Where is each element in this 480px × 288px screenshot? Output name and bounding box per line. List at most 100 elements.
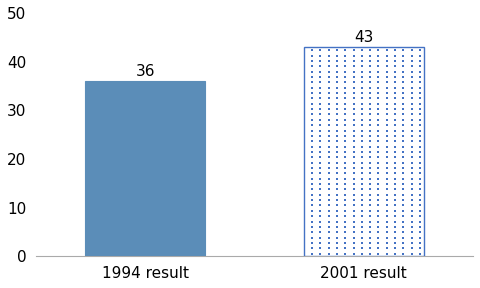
Point	[308, 101, 316, 106]
Point	[350, 80, 358, 85]
Point	[383, 69, 391, 74]
Point	[308, 144, 316, 149]
Point	[358, 107, 366, 111]
Point	[374, 176, 382, 181]
Point	[341, 48, 349, 52]
Point	[366, 96, 374, 101]
Point	[325, 107, 333, 111]
Point	[308, 96, 316, 101]
Point	[341, 171, 349, 176]
Point	[350, 176, 358, 181]
Point	[350, 246, 358, 251]
Point	[341, 241, 349, 245]
Point	[408, 166, 416, 170]
Point	[374, 182, 382, 186]
Point	[399, 230, 407, 234]
Point	[316, 219, 324, 224]
Point	[408, 85, 416, 90]
Point	[399, 58, 407, 63]
Point	[308, 112, 316, 117]
Point	[416, 107, 424, 111]
Point	[374, 225, 382, 229]
Point	[350, 203, 358, 208]
Point	[408, 144, 416, 149]
Point	[316, 225, 324, 229]
Point	[408, 149, 416, 154]
Point	[399, 155, 407, 160]
Point	[374, 96, 382, 101]
Point	[399, 118, 407, 122]
Point	[399, 160, 407, 165]
Point	[358, 53, 366, 58]
Point	[341, 235, 349, 240]
Point	[399, 128, 407, 133]
Point	[341, 192, 349, 197]
Point	[399, 209, 407, 213]
Point	[333, 166, 341, 170]
Point	[391, 171, 399, 176]
Point	[308, 69, 316, 74]
Point	[399, 85, 407, 90]
Point	[416, 166, 424, 170]
Point	[325, 214, 333, 219]
Point	[341, 53, 349, 58]
Point	[383, 182, 391, 186]
Point	[308, 235, 316, 240]
Point	[358, 198, 366, 202]
Point	[316, 91, 324, 95]
Point	[366, 101, 374, 106]
Point	[366, 69, 374, 74]
Point	[391, 251, 399, 256]
Point	[333, 69, 341, 74]
Point	[308, 75, 316, 79]
Point	[391, 198, 399, 202]
Point	[408, 160, 416, 165]
Point	[374, 187, 382, 192]
Point	[408, 241, 416, 245]
Point	[333, 64, 341, 69]
Point	[308, 192, 316, 197]
Point	[358, 112, 366, 117]
Point	[399, 166, 407, 170]
Point	[399, 171, 407, 176]
Point	[366, 58, 374, 63]
Point	[383, 134, 391, 138]
Point	[316, 176, 324, 181]
Point	[333, 123, 341, 128]
Point	[358, 64, 366, 69]
Point	[333, 203, 341, 208]
Point	[366, 155, 374, 160]
Point	[399, 48, 407, 52]
Point	[358, 58, 366, 63]
Point	[308, 171, 316, 176]
Point	[350, 144, 358, 149]
Point	[383, 225, 391, 229]
Point	[325, 209, 333, 213]
Point	[374, 48, 382, 52]
Point	[350, 251, 358, 256]
Point	[333, 96, 341, 101]
Point	[391, 58, 399, 63]
Point	[383, 149, 391, 154]
Point	[333, 53, 341, 58]
Point	[383, 48, 391, 52]
Point	[366, 139, 374, 143]
Point	[341, 123, 349, 128]
Point	[366, 187, 374, 192]
Point	[399, 251, 407, 256]
Point	[408, 118, 416, 122]
Point	[358, 225, 366, 229]
Point	[316, 58, 324, 63]
Text: 36: 36	[135, 64, 155, 79]
Point	[316, 48, 324, 52]
Point	[408, 155, 416, 160]
Point	[366, 219, 374, 224]
Point	[416, 80, 424, 85]
Point	[366, 171, 374, 176]
Point	[333, 118, 341, 122]
Point	[416, 209, 424, 213]
Point	[316, 192, 324, 197]
Point	[374, 192, 382, 197]
Point	[374, 155, 382, 160]
Point	[383, 58, 391, 63]
